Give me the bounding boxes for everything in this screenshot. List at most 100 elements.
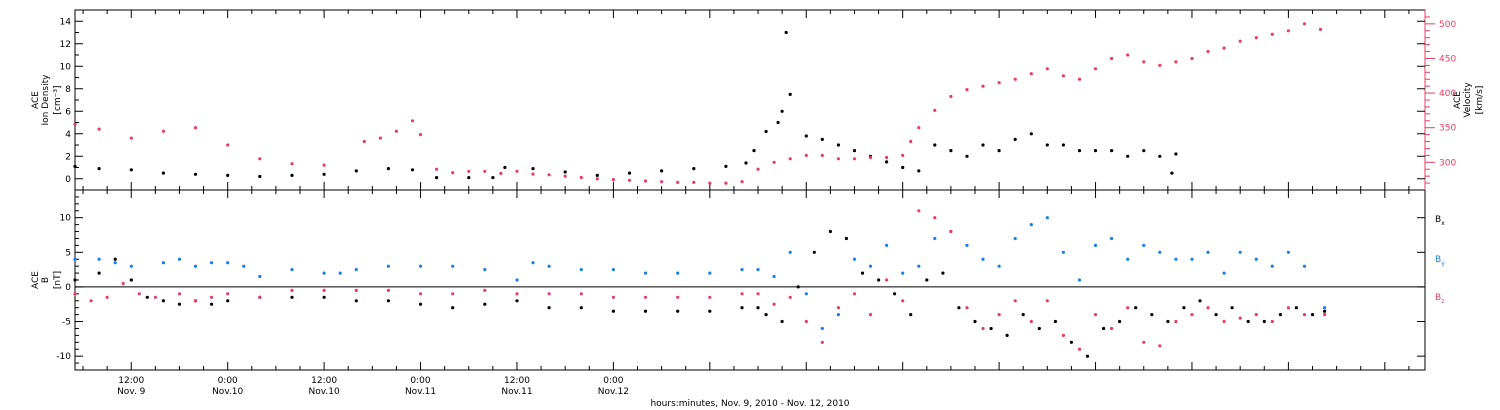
- velocity-point: [483, 169, 487, 173]
- bx-point: [764, 313, 768, 317]
- density-point: [752, 149, 756, 153]
- by-point: [1158, 250, 1162, 254]
- bx-point: [1262, 319, 1266, 324]
- bz-point: [451, 292, 455, 296]
- bx-point: [418, 302, 423, 306]
- velocity-point: [515, 169, 519, 173]
- bx-point: [860, 271, 865, 275]
- by-point: [643, 271, 648, 275]
- by-point: [290, 268, 294, 272]
- velocity-point: [1318, 27, 1323, 31]
- bx-point: [1150, 313, 1154, 317]
- bx-point: [1085, 354, 1090, 358]
- legend-subscript: z: [1441, 298, 1444, 305]
- velocity-point: [595, 177, 599, 181]
- bx-point: [1102, 326, 1106, 331]
- velocity-point: [1029, 72, 1033, 76]
- velocity-point: [1013, 77, 1017, 81]
- time-tick-label: 0:00: [603, 376, 623, 386]
- velocity-point: [418, 133, 423, 137]
- velocity-point: [1270, 32, 1274, 36]
- velocity-point: [627, 178, 632, 182]
- by-point: [451, 264, 455, 268]
- by-point: [885, 243, 889, 247]
- b-tick-label: -5: [62, 318, 71, 328]
- bz-point: [386, 288, 390, 292]
- density-point: [692, 167, 696, 171]
- bz-point: [1013, 299, 1017, 303]
- bz-point: [1077, 347, 1082, 351]
- density-point: [1126, 154, 1130, 158]
- density-point: [226, 173, 230, 177]
- bx-point: [290, 295, 294, 299]
- bz-point: [1222, 319, 1226, 324]
- bx-point: [354, 299, 358, 303]
- by-point: [836, 313, 841, 317]
- velocity-point: [258, 157, 262, 161]
- date-tick-label: Nov.11: [405, 387, 436, 397]
- density-point: [933, 143, 937, 147]
- velocity-tick-label: 500: [1439, 20, 1456, 30]
- density-point: [776, 120, 780, 125]
- bx-point: [1166, 319, 1170, 324]
- velocity-point: [981, 84, 985, 88]
- bz-point: [981, 326, 985, 331]
- velocity-point: [467, 169, 471, 173]
- velocity-point: [1126, 53, 1130, 57]
- density-tick-label: 10: [60, 62, 72, 72]
- bz-point: [836, 306, 841, 310]
- bz-point: [226, 292, 230, 296]
- bz-point: [177, 292, 182, 296]
- bx-point: [877, 278, 881, 282]
- by-point: [1061, 250, 1065, 254]
- velocity-point: [547, 173, 551, 177]
- density-tick-label: 12: [60, 40, 71, 50]
- bx-point: [1230, 306, 1234, 310]
- bx-point: [322, 295, 326, 299]
- velocity-point: [563, 174, 567, 178]
- bz-point: [193, 299, 198, 303]
- density-point: [627, 171, 632, 175]
- bz-point: [1238, 316, 1242, 320]
- bx-point: [73, 278, 77, 282]
- by-point: [804, 292, 808, 296]
- velocity-point: [1206, 49, 1210, 54]
- bx-point: [611, 309, 616, 313]
- velocity-point: [901, 153, 905, 157]
- axes-layer: [74, 9, 1435, 371]
- bx-point: [989, 326, 993, 331]
- by-point: [708, 271, 712, 275]
- bz-point: [515, 292, 519, 296]
- date-tick-label: Nov.11: [501, 387, 532, 397]
- by-point: [852, 257, 857, 261]
- density-point: [788, 92, 792, 96]
- velocity-point: [836, 157, 841, 161]
- density-point: [410, 168, 415, 172]
- velocity-point: [226, 143, 230, 147]
- by-point: [73, 257, 77, 261]
- by-point: [1222, 271, 1226, 275]
- by-point: [1174, 257, 1178, 261]
- bz-point: [852, 292, 857, 296]
- bx-point: [113, 257, 117, 261]
- velocity-point: [692, 180, 696, 184]
- bz-point: [1190, 313, 1194, 317]
- velocity-point: [1302, 22, 1307, 26]
- by-point: [611, 268, 616, 272]
- density-tick-label: 8: [65, 85, 71, 95]
- velocity-point: [97, 127, 101, 131]
- density-point: [917, 169, 921, 173]
- density-axis-label: [cm⁻³]: [53, 85, 63, 114]
- density-point: [804, 134, 808, 138]
- b-axis-label: [nT]: [53, 271, 63, 289]
- density-point: [997, 149, 1001, 153]
- density-point: [1077, 149, 1082, 153]
- bx-point: [1294, 306, 1298, 310]
- bz-point: [322, 288, 326, 292]
- velocity-point: [129, 136, 133, 140]
- bx-point: [893, 292, 897, 296]
- bz-point: [105, 295, 109, 299]
- density-point: [1110, 149, 1114, 153]
- velocity-point: [1190, 56, 1194, 61]
- velocity-point: [820, 153, 824, 157]
